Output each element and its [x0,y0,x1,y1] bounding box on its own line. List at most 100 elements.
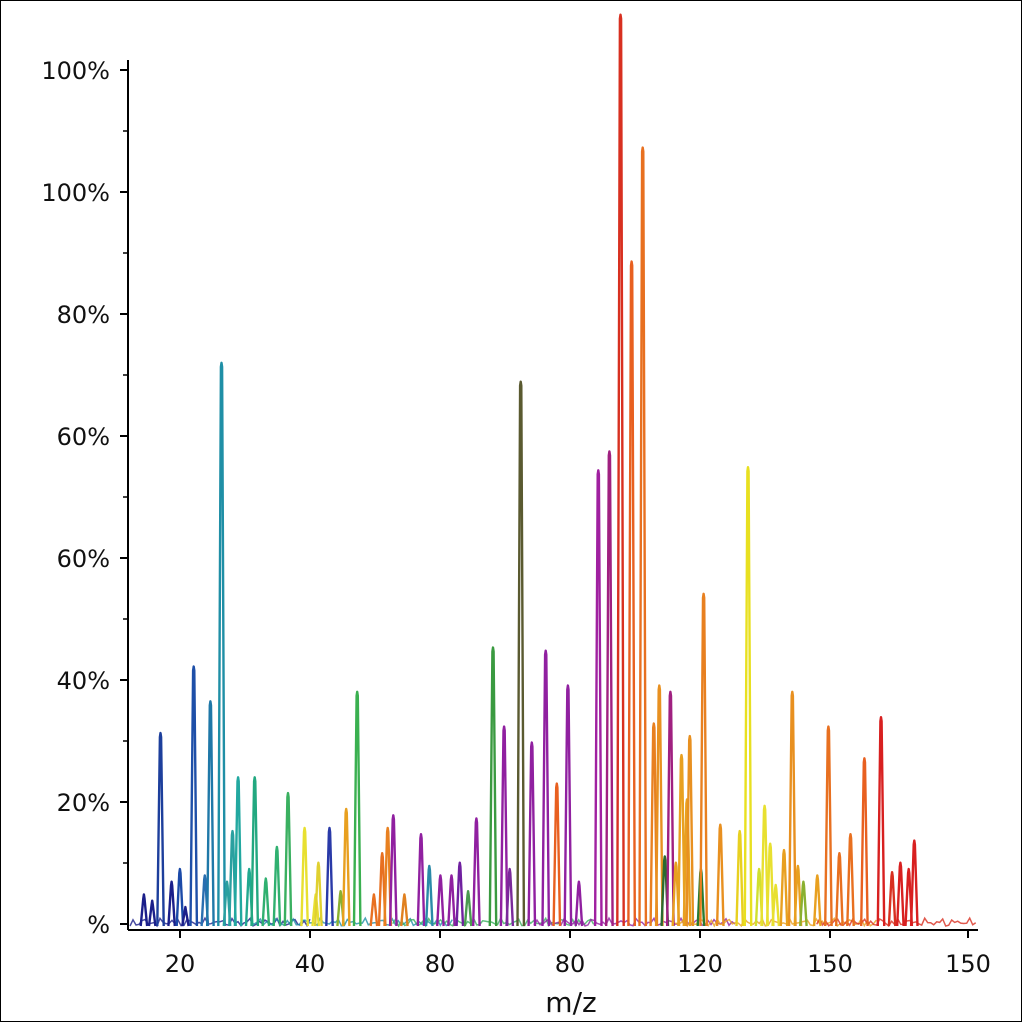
spectrum-peak [167,880,176,927]
spectrum-peak [552,782,562,927]
x-tick-label: 80 [425,950,456,978]
y-tick-label: 80% [57,301,110,329]
spectrum-peak [352,690,362,927]
spectrum-peak [200,874,210,927]
spectrum-peak [314,861,323,927]
spectrum-peak [516,380,526,927]
spectrum-peak [189,665,199,927]
x-tick-label: 80 [555,950,586,978]
spectrum-peak [369,893,379,927]
spectrum-peak [896,861,905,927]
spectrum-peak [383,826,393,927]
x-tick-label: 150 [945,950,991,978]
spectrum-peak [139,893,149,927]
spectrum-peak [743,466,753,927]
spectrum-peak [447,874,456,927]
spectrum-peak [233,776,243,927]
x-axis-title: m/z [545,986,596,1019]
y-tick-label: 40% [57,667,110,695]
spectrum-peak [793,864,803,927]
spectrum-peak [715,823,725,927]
spectrum-peak [860,757,869,927]
y-tick-label: % [87,911,110,939]
spectrum-peak [175,867,185,927]
spectrum-peak [300,826,309,927]
x-axis-ticks: 20 40 80 80 120 150 150 [165,930,991,978]
y-tick-label: 20% [57,789,110,817]
spectrum-peak [424,864,434,927]
spectrum-peak [250,776,260,927]
spectrum-peak [341,807,351,927]
spectrum-peak [887,871,897,927]
spectrum-peak [876,716,886,927]
spectrum-peak [206,700,215,927]
spectrum-peak [527,741,537,927]
spectrum-peak [283,791,293,927]
spectrum-peak [436,874,445,927]
spectrum-peak [574,880,584,927]
spectrum-peak [505,867,515,927]
spectrum-peak [228,829,237,927]
spectrum-peak [904,867,914,927]
spectrum-peak [779,848,789,927]
spectrum-peak [463,890,473,927]
spectrum-peak [261,877,271,927]
spectrum-peak [416,833,426,927]
spectrum-peak [812,874,822,927]
y-tick-label: 100% [41,57,110,85]
x-tick-label: 120 [677,950,723,978]
spectrum-peak [472,817,481,927]
spectrum-peak [824,725,833,927]
spectrum-peak [181,905,190,927]
spectrum-peak [336,890,345,927]
spectrum-peak [787,690,797,927]
spectrum-peak [563,684,573,927]
spectrum-peaks [139,13,919,927]
x-tick-label: 20 [165,950,196,978]
spectrum-peak [846,833,855,927]
spectrum-peak [660,855,670,927]
spectrum-peak [488,646,498,927]
spectrum-peak [835,852,844,927]
y-tick-label: 100% [41,179,110,207]
spectrum-peak [799,880,808,927]
spectrum-peak [377,852,387,927]
spectrum-peak [654,684,664,927]
spectrum-peak [388,814,398,927]
spectrum-peak [222,880,232,927]
spectrum-peak [677,753,686,927]
y-axis-ticks: % 20% 40% 60% 60% 80% 100% 100% [41,57,128,939]
spectrum-peak [217,361,226,927]
spectrum-peak [593,469,603,927]
spectrum-peak [666,690,675,927]
spectrum-peak [909,839,919,927]
spectrum-peak [244,867,254,927]
spectrum-peak [400,893,409,927]
x-tick-label: 40 [295,950,326,978]
spectrum-peak [156,731,165,927]
y-tick-label: 60% [57,423,110,451]
spectrum-peak [649,722,659,927]
spectrum-peak [147,899,157,927]
spectrum-peak [638,146,648,927]
spectrum-peak [616,13,625,927]
spectrum-peak [455,861,465,927]
spectrum-peak [541,649,551,927]
spectrum-peak [754,867,764,927]
spectrum-peak [735,829,745,927]
spectrum-peak [605,450,614,927]
spectrum-peak [760,804,769,927]
spectrum-peak [765,842,775,927]
spectrum-peak [325,826,334,927]
spectrum-peak [771,883,781,927]
spectrum-peak [272,845,282,927]
spectrum-peak [699,592,708,927]
spectrum-peak [671,861,681,927]
spectrum-peak [499,725,509,927]
spectrum-peak [685,734,695,927]
spectrum-peak [627,260,636,927]
x-tick-label: 150 [807,950,853,978]
y-tick-label: 60% [57,545,110,573]
